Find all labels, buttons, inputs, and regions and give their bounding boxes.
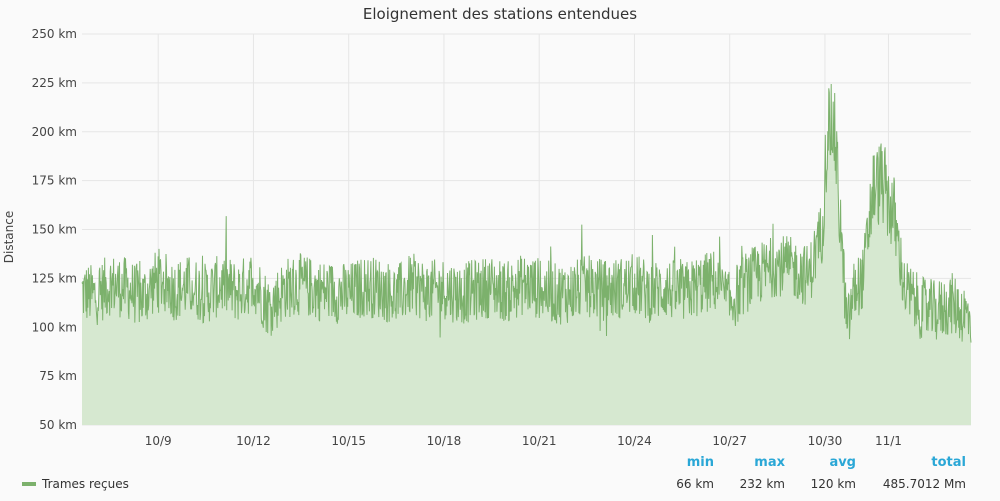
y-tick-label: 175 km — [32, 174, 77, 188]
stat-value-min: 66 km — [676, 477, 714, 491]
series-line — [81, 83, 972, 343]
legend-swatch — [22, 482, 36, 486]
x-axis-ticks: 10/9 10/12 10/15 10/18 10/21 10/24 10/27 10/30 1… — [145, 434, 902, 448]
y-axis-ticks: 50 km 75 km 100 km 125 km 150 km 175 km 200 km… — [32, 27, 77, 432]
y-tick-label: 250 km — [32, 27, 77, 41]
stat-header-max: max — [754, 455, 785, 470]
y-tick-label: 75 km — [39, 369, 77, 383]
x-tick-label: 10/15 — [331, 434, 366, 448]
y-tick-label: 150 km — [32, 223, 77, 237]
x-tick-label: 11/1 — [875, 434, 902, 448]
y-tick-label: 200 km — [32, 125, 77, 139]
x-tick-label: 10/27 — [712, 434, 747, 448]
stat-header-min: min — [686, 455, 714, 470]
x-tick-label: 10/30 — [808, 434, 843, 448]
legend[interactable]: Trames reçues — [22, 477, 129, 491]
stat-header-total: total — [931, 455, 966, 470]
y-tick-label: 50 km — [39, 418, 77, 432]
legend-label: Trames reçues — [42, 477, 129, 491]
series-area — [82, 84, 971, 425]
y-tick-label: 100 km — [32, 320, 77, 334]
x-tick-label: 10/24 — [617, 434, 652, 448]
chart-title: Eloignement des stations entendues — [363, 5, 637, 23]
y-tick-label: 225 km — [32, 76, 77, 90]
x-tick-label: 10/18 — [427, 434, 462, 448]
y-tick-label: 125 km — [32, 271, 77, 285]
stat-value-max: 232 km — [739, 477, 785, 491]
x-tick-label: 10/9 — [145, 434, 172, 448]
x-tick-label: 10/21 — [522, 434, 557, 448]
stat-value-avg: 120 km — [810, 477, 856, 491]
y-axis-label: Distance — [2, 211, 16, 263]
stat-header-avg: avg — [829, 455, 856, 470]
x-tick-label: 10/12 — [236, 434, 271, 448]
stat-value-total: 485.7012 Mm — [882, 477, 966, 491]
